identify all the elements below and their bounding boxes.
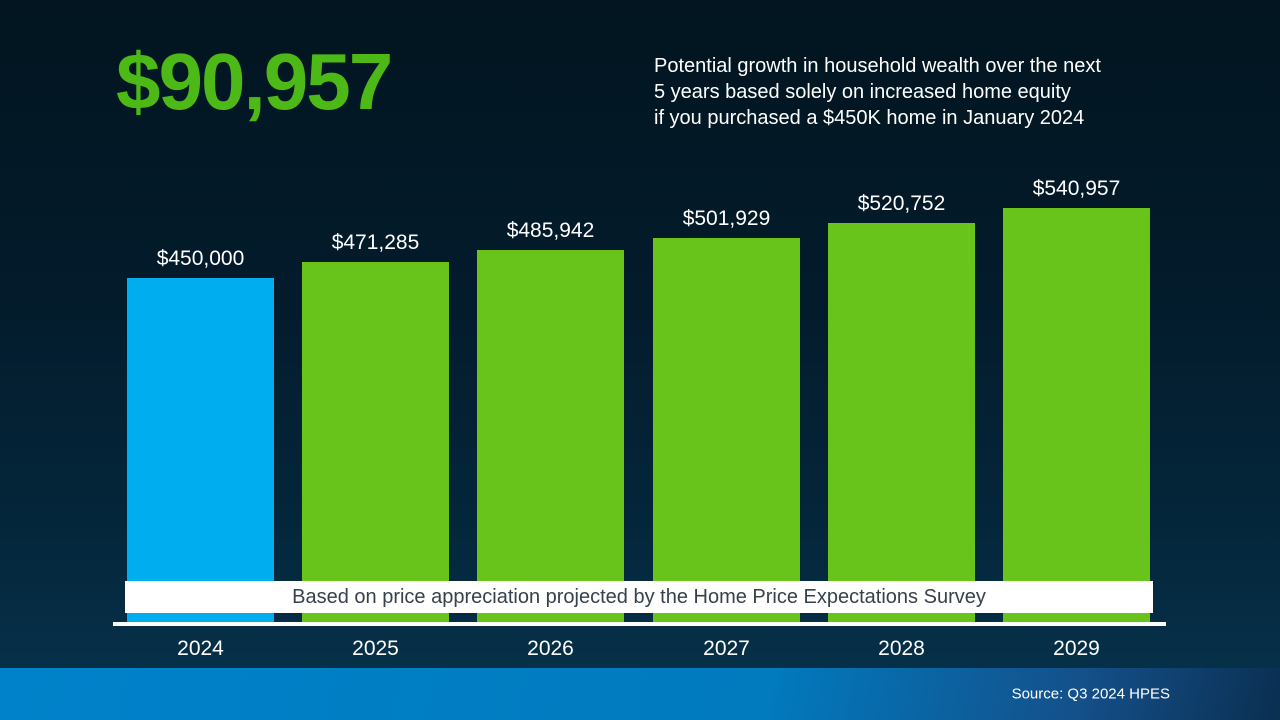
bar-value-label-2029: $540,957 [1032,177,1121,200]
bar-2024 [127,278,274,626]
source-text: Source: Q3 2024 HPES [1011,685,1170,703]
bar-2028 [828,223,975,626]
bar-2029 [1003,208,1150,626]
description-line-3: if you purchased a $450K home in January… [654,107,1085,129]
x-axis-label-2025: 2025 [352,637,399,660]
bar-value-label-2028: $520,752 [857,192,946,215]
bar-value-label-2026: $485,942 [506,219,595,242]
x-axis-label-2026: 2026 [527,637,574,660]
bar-value-label-2025: $471,285 [331,231,420,254]
bar-2027 [653,238,800,626]
bar-2025 [302,262,449,626]
headline-description: Potential growth in household wealth ove… [654,53,1101,131]
banner: Based on price appreciation projected by… [125,581,1153,613]
headline-amount: $90,957 [116,37,393,126]
x-axis-label-2027: 2027 [703,637,750,660]
description-line-1: Potential growth in household wealth ove… [654,55,1101,77]
x-axis-label-2028: 2028 [878,637,925,660]
bar-value-label-2027: $501,929 [682,207,771,230]
x-axis-label-2024: 2024 [177,637,224,660]
footer-bar: Source: Q3 2024 HPES [0,668,1280,720]
bar-2026 [477,250,624,626]
description-line-2: 5 years based solely on increased home e… [654,81,1071,103]
x-axis-label-2029: 2029 [1053,637,1100,660]
banner-text: Based on price appreciation projected by… [292,585,986,608]
bar-value-label-2024: $450,000 [156,247,245,270]
x-axis-line [113,622,1166,626]
